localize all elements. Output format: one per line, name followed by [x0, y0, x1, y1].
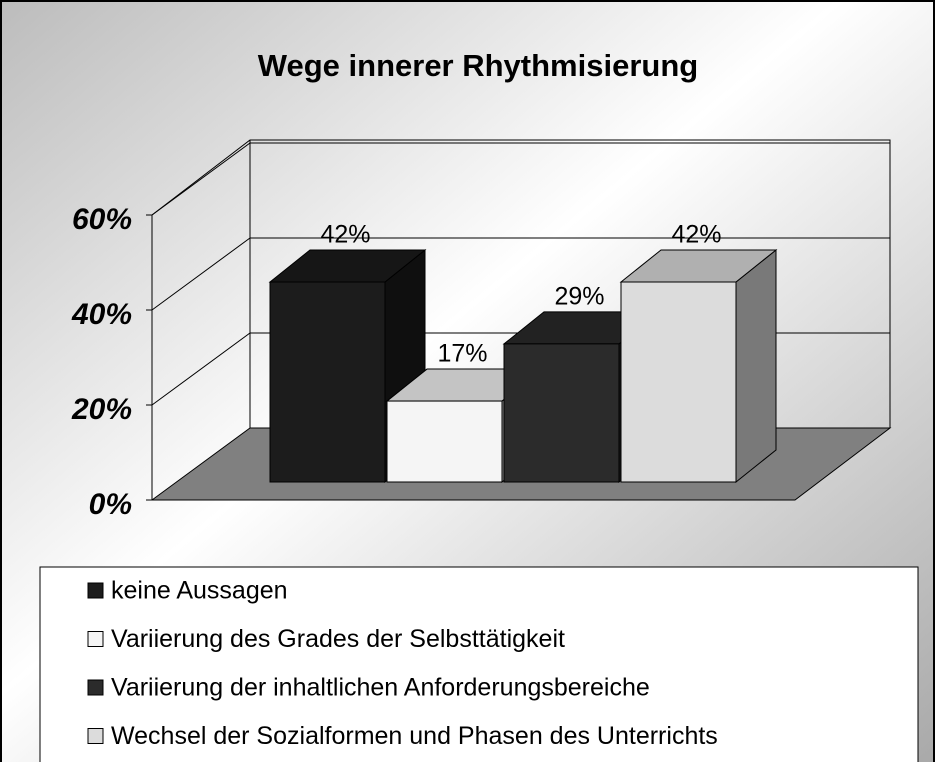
- legend-swatch: [87, 679, 104, 696]
- legend-label: Variierung der inhaltlichen Anforderungs…: [111, 674, 650, 702]
- y-tick-label: 60%: [72, 203, 132, 236]
- grid-line: [151, 142, 890, 216]
- bar-side: [735, 248, 777, 484]
- legend-label: keine Aussagen: [111, 577, 288, 605]
- data-label: 29%: [554, 283, 604, 311]
- bar: [503, 343, 620, 483]
- legend-label: Wechsel der Sozialformen und Phasen des …: [111, 722, 718, 750]
- data-label: 17%: [437, 340, 487, 368]
- y-tick-label: 0%: [89, 488, 132, 521]
- bar: [269, 281, 386, 483]
- bar: [386, 400, 503, 483]
- data-label: 42%: [320, 221, 370, 249]
- y-tick-label: 40%: [71, 298, 132, 331]
- legend-swatch: [87, 582, 104, 599]
- bar: [620, 281, 737, 483]
- data-label: 42%: [671, 221, 721, 249]
- legend-label: Variierung des Grades der Selbsttätigkei…: [111, 625, 565, 653]
- chart-title: Wege innerer Rhythmisierung: [258, 48, 698, 83]
- legend-swatch: [87, 728, 104, 744]
- y-tick-label: 20%: [71, 393, 132, 426]
- legend-swatch: [87, 631, 104, 647]
- legend: [39, 566, 919, 762]
- grid-line: [151, 237, 890, 311]
